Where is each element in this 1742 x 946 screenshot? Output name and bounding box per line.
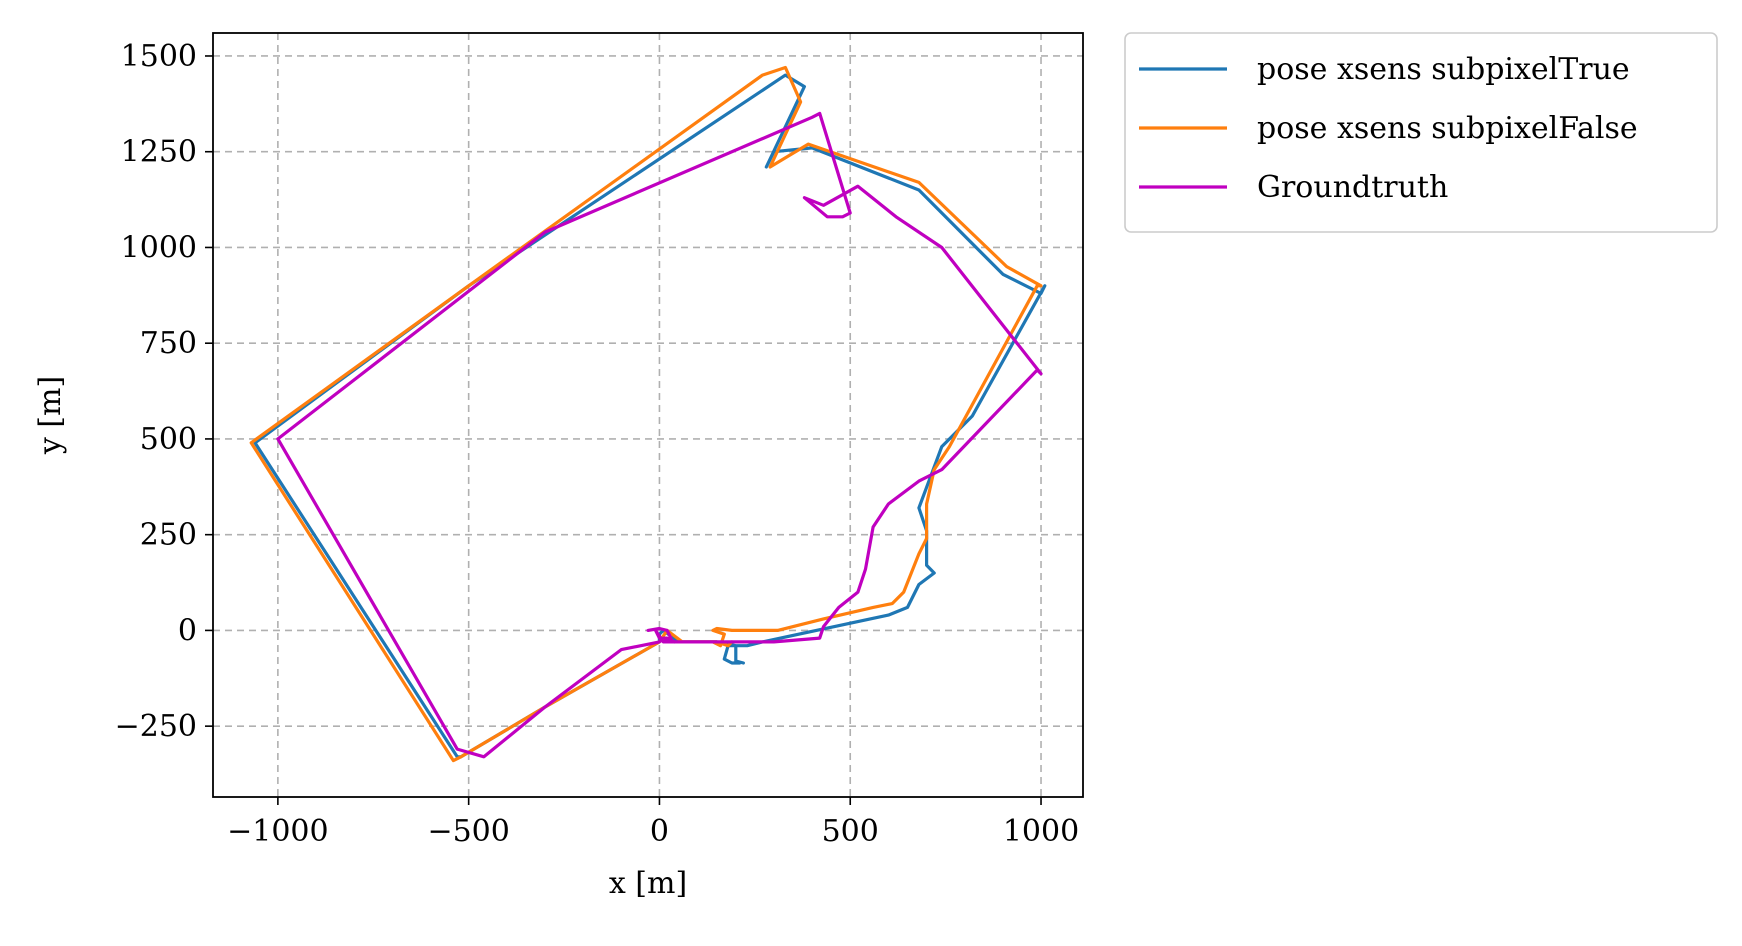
- legend-label: pose xsens subpixelTrue: [1257, 52, 1630, 87]
- series-line-1: [253, 73, 1047, 759]
- legend-item: pose xsens subpixelFalse: [1139, 111, 1638, 146]
- legend: pose xsens subpixelTrue pose xsens subpix…: [1124, 32, 1718, 233]
- y-tick-label: 0: [178, 613, 197, 648]
- x-tick-label: −1000: [227, 814, 328, 849]
- y-tick-label: −250: [115, 709, 197, 744]
- axis-ticks: −1000 −500 0 500 1000 −250 0 250 500 750 1000 1250 1…: [115, 39, 1080, 849]
- legend-item: Groundtruth: [1139, 170, 1448, 205]
- y-tick-label: 250: [140, 518, 197, 553]
- x-tick-label: 0: [650, 814, 669, 849]
- series-line-3: [276, 111, 1043, 759]
- series-line-2: [249, 65, 1043, 763]
- y-tick-label: 1000: [121, 230, 197, 265]
- y-tick-label: 1500: [121, 39, 197, 74]
- legend-label: Groundtruth: [1257, 170, 1448, 205]
- grid: [213, 33, 1083, 797]
- legend-box: [1124, 32, 1718, 233]
- y-axis-label: y [m]: [33, 376, 68, 455]
- series-lines: [249, 65, 1047, 763]
- plot-frame: [212, 32, 1084, 798]
- y-tick-label: 500: [140, 422, 197, 457]
- y-tick-label: 1250: [121, 135, 197, 170]
- legend-item: pose xsens subpixelTrue: [1139, 52, 1630, 87]
- legend-label: pose xsens subpixelFalse: [1257, 111, 1638, 146]
- x-tick-label: 1000: [1003, 814, 1079, 849]
- x-tick-label: 500: [822, 814, 879, 849]
- x-axis-label: x [m]: [609, 866, 687, 901]
- x-tick-label: −500: [427, 814, 509, 849]
- y-tick-label: 750: [140, 326, 197, 361]
